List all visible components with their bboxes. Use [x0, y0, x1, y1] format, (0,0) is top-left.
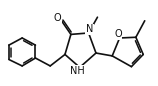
- Text: O: O: [114, 29, 122, 39]
- Text: O: O: [53, 13, 61, 23]
- Text: NH: NH: [70, 66, 85, 76]
- Text: N: N: [86, 24, 93, 34]
